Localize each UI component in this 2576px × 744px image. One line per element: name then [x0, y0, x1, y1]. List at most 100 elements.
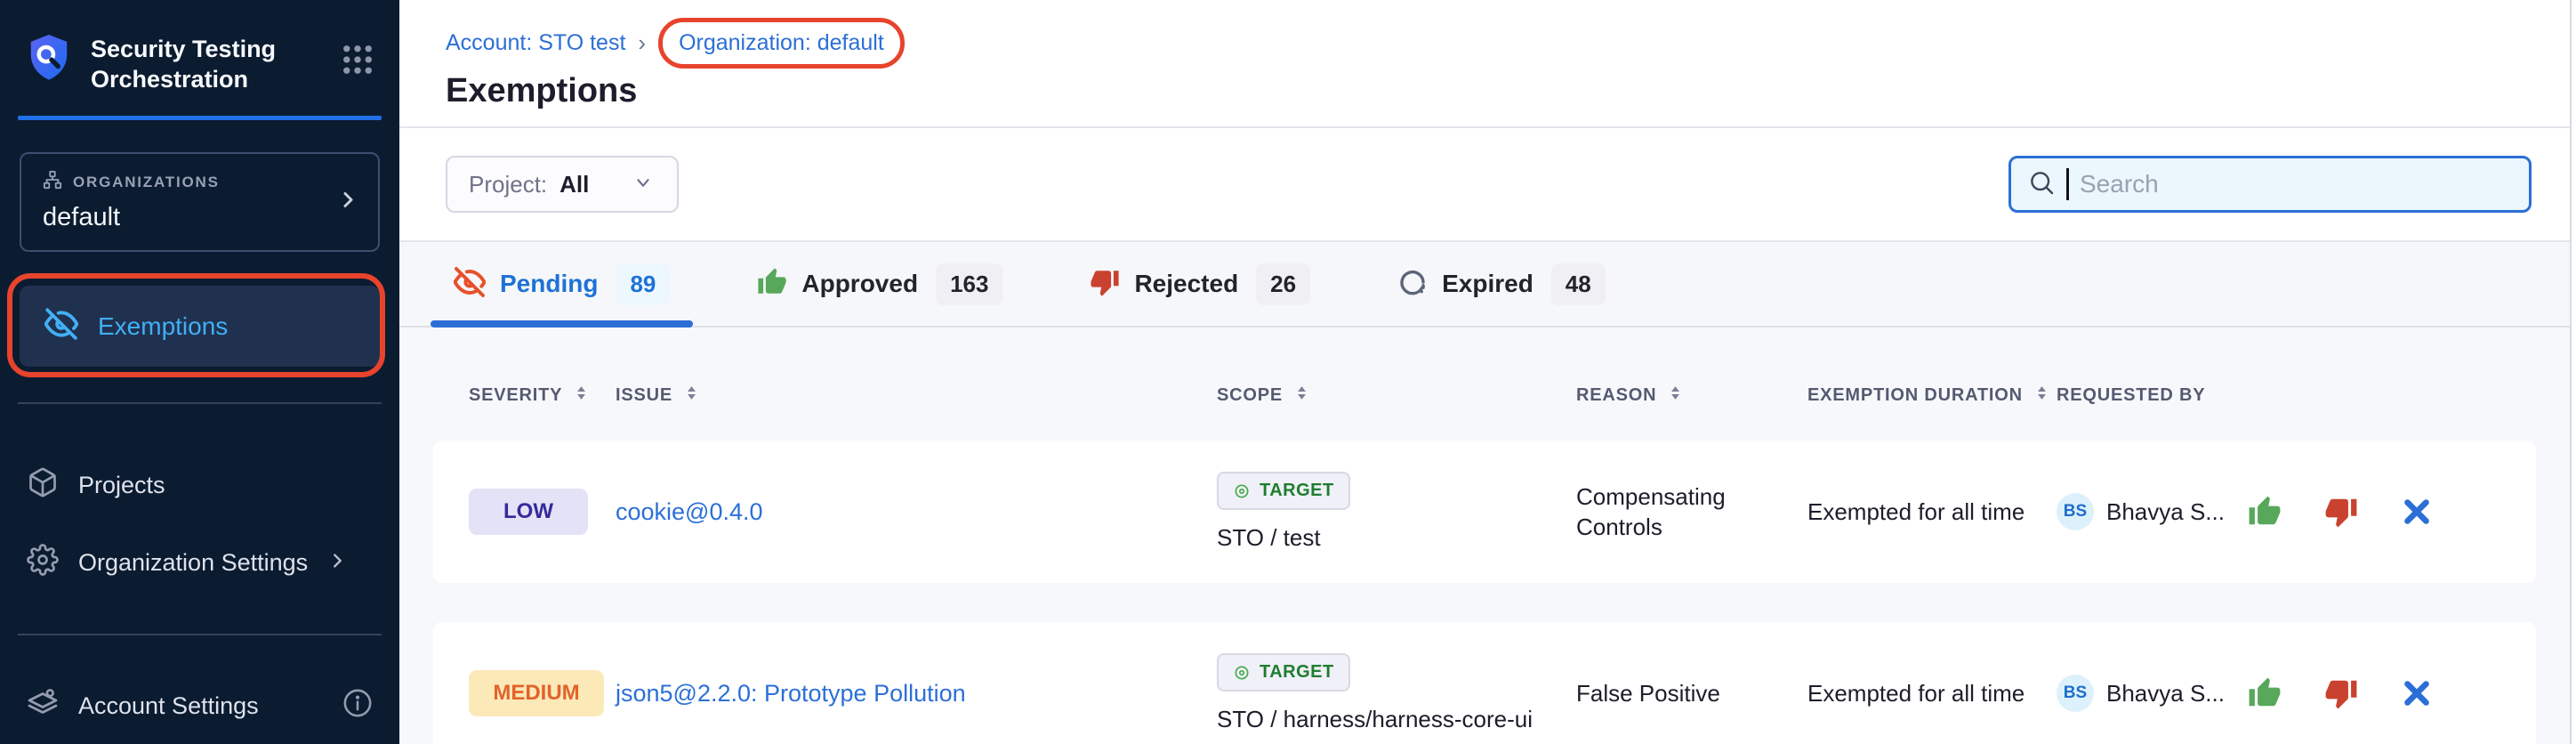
organizations-label: ORGANIZATIONS — [73, 173, 220, 190]
sort-icon[interactable] — [1669, 384, 1682, 407]
column-header-issue: ISSUE — [616, 384, 1185, 407]
toolbar: Project: All — [399, 128, 2576, 242]
tab-rejected-count: 26 — [1256, 263, 1311, 305]
project-filter-value: All — [559, 170, 590, 198]
breadcrumb-organization-link[interactable]: Organization: default — [679, 30, 884, 55]
tab-approved-count: 163 — [936, 263, 1003, 305]
app-switcher-grid-icon[interactable] — [339, 41, 376, 83]
target-icon — [1235, 666, 1249, 679]
target-badge: TARGET — [1217, 472, 1350, 510]
sidebar-item-account-settings[interactable]: Account Settings — [0, 671, 399, 741]
duration-cell: Exempted for all time — [1807, 679, 2025, 707]
requester-cell: BS Bhavya S... — [2057, 675, 2248, 712]
sidebar-item-organization-settings[interactable]: Organization Settings — [0, 528, 399, 598]
requester-name: Bhavya S... — [2106, 679, 2225, 707]
tab-rejected[interactable]: Rejected 26 — [1067, 242, 1333, 326]
column-header-reason: REASON — [1576, 384, 1807, 407]
breadcrumb-account-link[interactable]: Account: STO test — [446, 30, 626, 55]
project-filter-label: Project: — [469, 170, 548, 198]
tab-pending-count: 89 — [616, 263, 671, 305]
approve-thumbs-up-button[interactable] — [2248, 495, 2282, 529]
chevron-down-icon — [633, 173, 653, 197]
page-title: Exemptions — [446, 72, 638, 109]
requester-name: Bhavya S... — [2106, 497, 2225, 525]
page-header: Account: STO test › Organization: defaul… — [399, 0, 2576, 128]
duration-cell: Exempted for all time — [1807, 497, 2025, 525]
table-row: LOW cookie@0.4.0 TARGET STO / test Compe… — [433, 441, 2536, 583]
organization-current-value: default — [43, 203, 121, 231]
tab-approved[interactable]: Approved 163 — [734, 242, 1026, 326]
severity-badge: MEDIUM — [469, 670, 604, 716]
sidebar-item-organization-settings-label: Organization Settings — [78, 549, 309, 576]
tab-expired-label: Expired — [1442, 270, 1534, 297]
thumbs-up-icon — [757, 267, 787, 302]
reject-thumbs-down-button[interactable] — [2324, 676, 2358, 710]
layers-gear-icon — [27, 687, 59, 725]
tab-approved-label: Approved — [801, 270, 919, 297]
sidebar-item-exemptions[interactable]: Exemptions — [7, 273, 385, 377]
avatar: BS — [2057, 675, 2094, 712]
requester-cell: BS Bhavya S... — [2057, 493, 2248, 530]
chevron-right-small-icon — [327, 549, 347, 577]
scope-path: STO / test — [1217, 524, 1321, 551]
cancel-x-button[interactable] — [2401, 677, 2433, 709]
app-header: Security Testing Orchestration — [0, 0, 399, 94]
row-actions — [2248, 676, 2500, 710]
cube-icon — [27, 466, 59, 505]
scope-path: STO / harness/harness-core-ui — [1217, 706, 1533, 732]
thumbs-down-icon — [1090, 267, 1120, 302]
cancel-x-button[interactable] — [2401, 496, 2433, 528]
main-content: Account: STO test › Organization: defaul… — [399, 0, 2576, 744]
info-icon[interactable] — [342, 688, 373, 724]
sidebar-divider — [18, 634, 382, 635]
text-cursor — [2066, 168, 2069, 200]
issue-link[interactable]: cookie@0.4.0 — [616, 497, 763, 525]
search-input[interactable] — [2080, 170, 2513, 198]
app-title: Security Testing Orchestration — [91, 36, 277, 93]
severity-badge: LOW — [469, 489, 588, 535]
avatar: BS — [2057, 493, 2094, 530]
column-header-severity: SEVERITY — [469, 384, 616, 407]
sidebar-item-exemptions-label: Exemptions — [98, 311, 229, 340]
project-filter-dropdown[interactable]: Project: All — [446, 156, 679, 213]
sort-icon[interactable] — [2035, 384, 2049, 407]
sidebar: Security Testing Orchestration ORGANIZAT… — [0, 0, 399, 744]
sort-icon[interactable] — [575, 384, 588, 407]
sidebar-divider — [18, 402, 382, 404]
column-header-requested-by: REQUESTED BY — [2057, 385, 2206, 405]
search-box — [2008, 156, 2532, 213]
organizations-hierarchy-icon — [43, 170, 62, 194]
sidebar-item-account-settings-label: Account Settings — [78, 692, 259, 719]
target-icon — [1235, 484, 1249, 497]
tab-rejected-label: Rejected — [1134, 270, 1239, 297]
sort-icon[interactable] — [1295, 384, 1308, 407]
sort-icon[interactable] — [685, 384, 698, 407]
column-header-exemption-duration: EXEMPTION DURATION — [1807, 384, 2057, 407]
sto-shield-logo-icon — [25, 32, 73, 90]
sidebar-item-projects[interactable]: Projects — [0, 450, 399, 521]
organization-selector[interactable]: ORGANIZATIONS default — [20, 152, 380, 252]
breadcrumb: Account: STO test › Organization: defaul… — [446, 18, 2530, 69]
tab-pending[interactable]: Pending 89 — [431, 242, 694, 328]
eye-off-icon — [44, 307, 79, 345]
scope-cell: TARGET STO / harness/harness-core-ui — [1185, 653, 1576, 733]
table-row: MEDIUM json5@2.2.0: Prototype Pollution … — [433, 622, 2536, 744]
breadcrumb-separator: › — [638, 29, 647, 56]
annotation-ring-organization: Organization: default — [658, 18, 905, 69]
chevron-right-icon — [337, 190, 358, 215]
reject-thumbs-down-button[interactable] — [2324, 495, 2358, 529]
issue-link[interactable]: json5@2.2.0: Prototype Pollution — [616, 679, 966, 707]
reason-cell: False Positive — [1576, 680, 1720, 707]
target-badge: TARGET — [1217, 653, 1350, 691]
row-actions — [2248, 495, 2500, 529]
reason-cell: Compensating Controls — [1576, 483, 1726, 540]
approve-thumbs-up-button[interactable] — [2248, 676, 2282, 710]
pending-eye-off-icon — [453, 266, 487, 303]
exemptions-table: SEVERITY ISSUE SCOPE — [399, 328, 2576, 744]
table-header-row: SEVERITY ISSUE SCOPE — [433, 328, 2536, 441]
module-accent-bar — [18, 116, 382, 120]
tab-expired[interactable]: Expired 48 — [1374, 242, 1629, 326]
scrollbar-gutter[interactable] — [2570, 0, 2576, 744]
expired-clock-icon — [1397, 267, 1428, 302]
column-header-scope: SCOPE — [1185, 384, 1576, 407]
